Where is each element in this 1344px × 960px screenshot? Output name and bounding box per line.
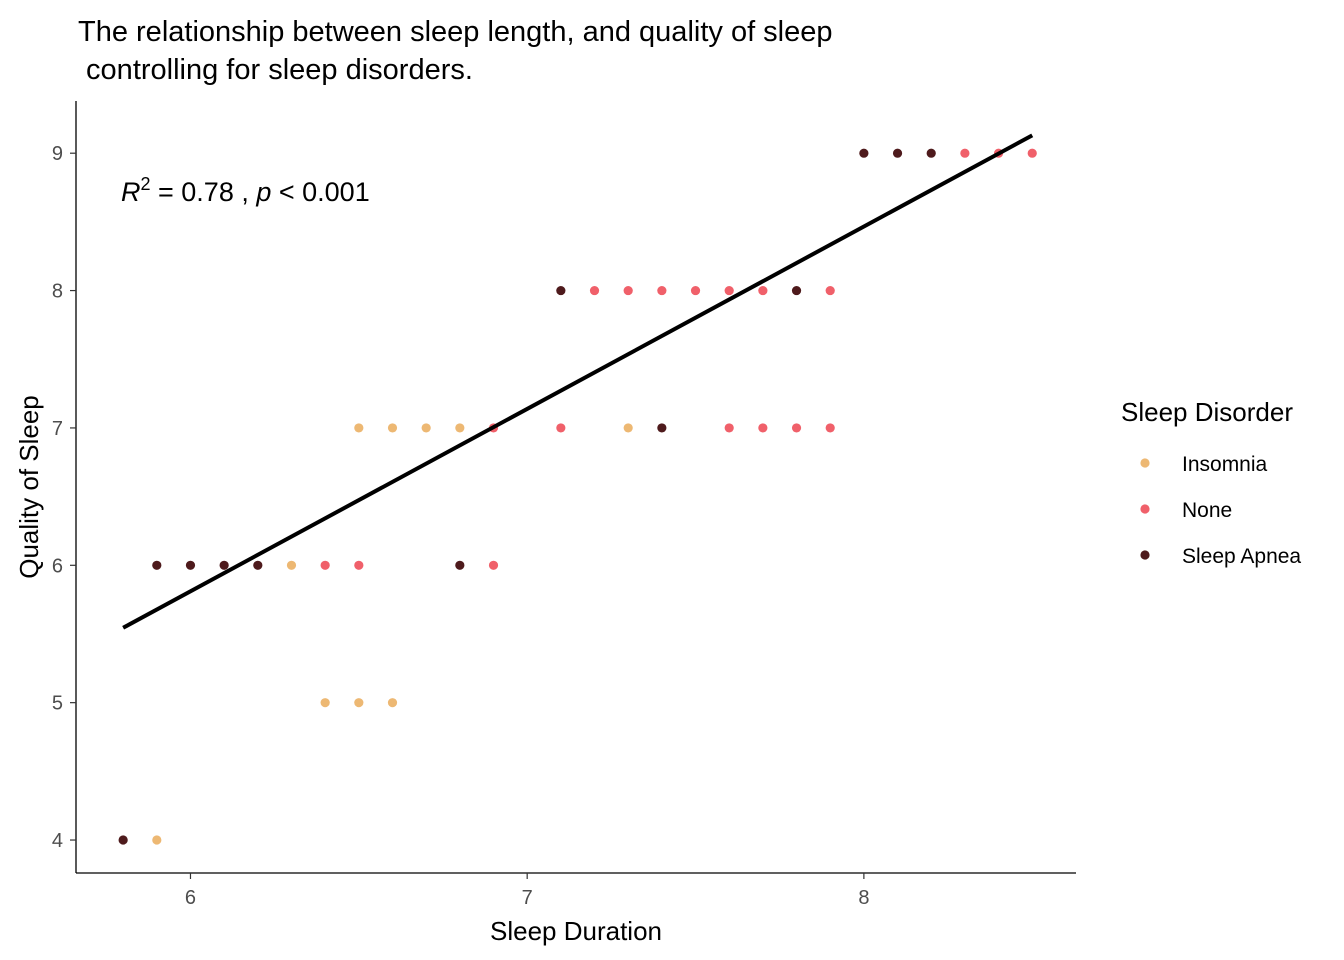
point-none	[690, 285, 701, 296]
legend-key-none	[1140, 504, 1150, 514]
legend: Sleep Disorder Insomnia None Sleep Apnea	[1121, 397, 1301, 568]
point-sleep-apnea	[253, 560, 263, 570]
y-tick-label: 4	[52, 830, 63, 852]
point-none	[724, 285, 734, 296]
point-sleep-apnea	[556, 285, 566, 296]
point-sleep-apnea	[791, 285, 802, 296]
axes	[75, 101, 1076, 874]
point-none	[960, 148, 970, 158]
point-sleep-apnea	[118, 835, 128, 845]
annot-r-exp: 2	[141, 174, 151, 194]
data-points	[118, 148, 1037, 845]
y-tick-label: 6	[52, 555, 63, 577]
x-tick-label: 8	[858, 887, 869, 909]
annot-p-value: < 0.001	[271, 177, 369, 207]
point-none	[556, 423, 566, 433]
point-sleep-apnea	[219, 560, 229, 570]
point-sleep-apnea	[892, 148, 903, 158]
point-insomnia	[387, 698, 398, 708]
chart-title-line-1: The relationship between sleep length, a…	[78, 16, 833, 48]
y-tick-label: 7	[52, 418, 63, 440]
point-insomnia	[455, 423, 465, 433]
point-insomnia	[320, 698, 330, 708]
x-tick-label: 6	[185, 887, 196, 909]
legend-label-insomnia: Insomnia	[1182, 453, 1268, 476]
regression-line-group	[122, 133, 1034, 630]
point-none	[320, 560, 330, 570]
annot-r-value: = 0.78 ,	[151, 177, 257, 207]
point-none	[825, 423, 835, 433]
point-insomnia	[387, 423, 398, 433]
x-axis-label: Sleep Duration	[490, 916, 662, 946]
annot-r-label: R	[121, 177, 141, 207]
legend-label-sleep-apnea: Sleep Apnea	[1182, 545, 1301, 568]
y-axis-label: Quality of Sleep	[14, 395, 44, 579]
axis-ticks: 6 7 8 4 5 6 7 8 9	[52, 143, 870, 909]
r-squared-annotation: R2 = 0.78 , p < 0.001	[121, 174, 370, 207]
point-sleep-apnea	[455, 560, 465, 570]
point-none	[488, 560, 499, 570]
point-sleep-apnea	[926, 148, 936, 158]
point-sleep-apnea	[859, 148, 869, 158]
y-tick-label: 9	[52, 143, 63, 165]
point-none	[724, 423, 734, 433]
point-insomnia	[286, 560, 297, 570]
point-none	[1027, 148, 1037, 158]
point-none	[657, 285, 667, 296]
point-insomnia	[623, 423, 633, 433]
chart-title-line-2: controlling for sleep disorders.	[78, 54, 473, 86]
point-sleep-apnea	[152, 560, 162, 570]
point-none	[758, 423, 768, 433]
regression-line	[122, 133, 1034, 630]
point-sleep-apnea	[657, 423, 667, 433]
point-none	[758, 285, 768, 296]
x-tick-label: 7	[522, 887, 533, 909]
annot-p-label: p	[255, 177, 271, 207]
point-none	[791, 423, 802, 433]
point-none	[825, 285, 835, 296]
point-none	[589, 285, 600, 296]
y-tick-label: 8	[52, 281, 63, 303]
point-insomnia	[354, 698, 364, 708]
point-insomnia	[421, 423, 431, 433]
point-insomnia	[152, 835, 162, 845]
y-tick-label: 5	[52, 693, 63, 715]
legend-key-insomnia	[1140, 458, 1150, 468]
point-none	[354, 560, 364, 570]
point-sleep-apnea	[185, 560, 196, 570]
point-insomnia	[354, 423, 364, 433]
legend-key-sleep-apnea	[1140, 550, 1150, 560]
legend-title: Sleep Disorder	[1121, 397, 1293, 427]
legend-label-none: None	[1182, 499, 1232, 522]
point-none	[623, 285, 633, 296]
